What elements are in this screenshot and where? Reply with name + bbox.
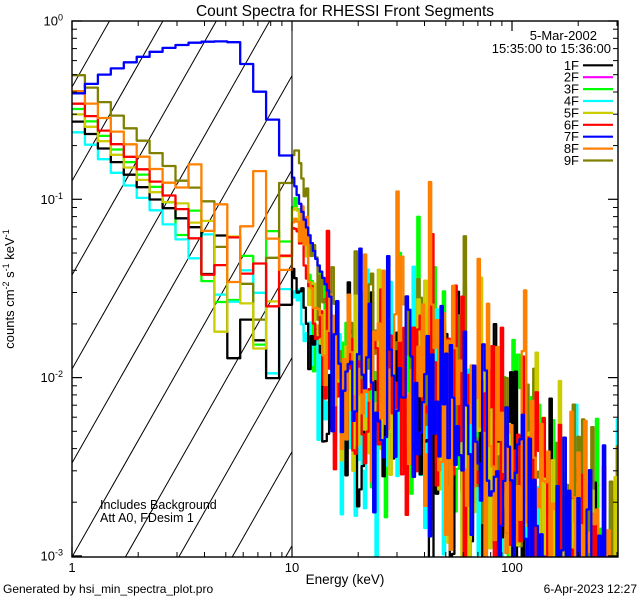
svg-text:15:35:00 to 15:36:00: 15:35:00 to 15:36:00 [492, 41, 611, 56]
svg-text:100: 100 [44, 13, 63, 29]
svg-text:Energy (keV): Energy (keV) [306, 572, 385, 587]
svg-text:Includes Background: Includes Background [100, 498, 217, 512]
svg-text:10: 10 [285, 560, 299, 575]
svg-text:10-3: 10-3 [41, 547, 63, 563]
svg-text:Att A0, FDesim 1: Att A0, FDesim 1 [100, 511, 194, 525]
svg-text:10-2: 10-2 [41, 369, 63, 385]
svg-text:9F: 9F [564, 153, 579, 168]
svg-text:10-1: 10-1 [41, 191, 63, 207]
svg-text:Generated by hsi_min_spectra_p: Generated by hsi_min_spectra_plot.pro [3, 582, 213, 596]
svg-text:Count Spectra for RHESSI Front: Count Spectra for RHESSI Front Segments [196, 3, 494, 20]
svg-text:6-Apr-2023 12:27: 6-Apr-2023 12:27 [544, 582, 638, 596]
svg-text:100: 100 [501, 560, 523, 575]
svg-text:counts cm-2 s-1 keV-1: counts cm-2 s-1 keV-1 [1, 229, 17, 348]
svg-text:1: 1 [68, 560, 75, 575]
